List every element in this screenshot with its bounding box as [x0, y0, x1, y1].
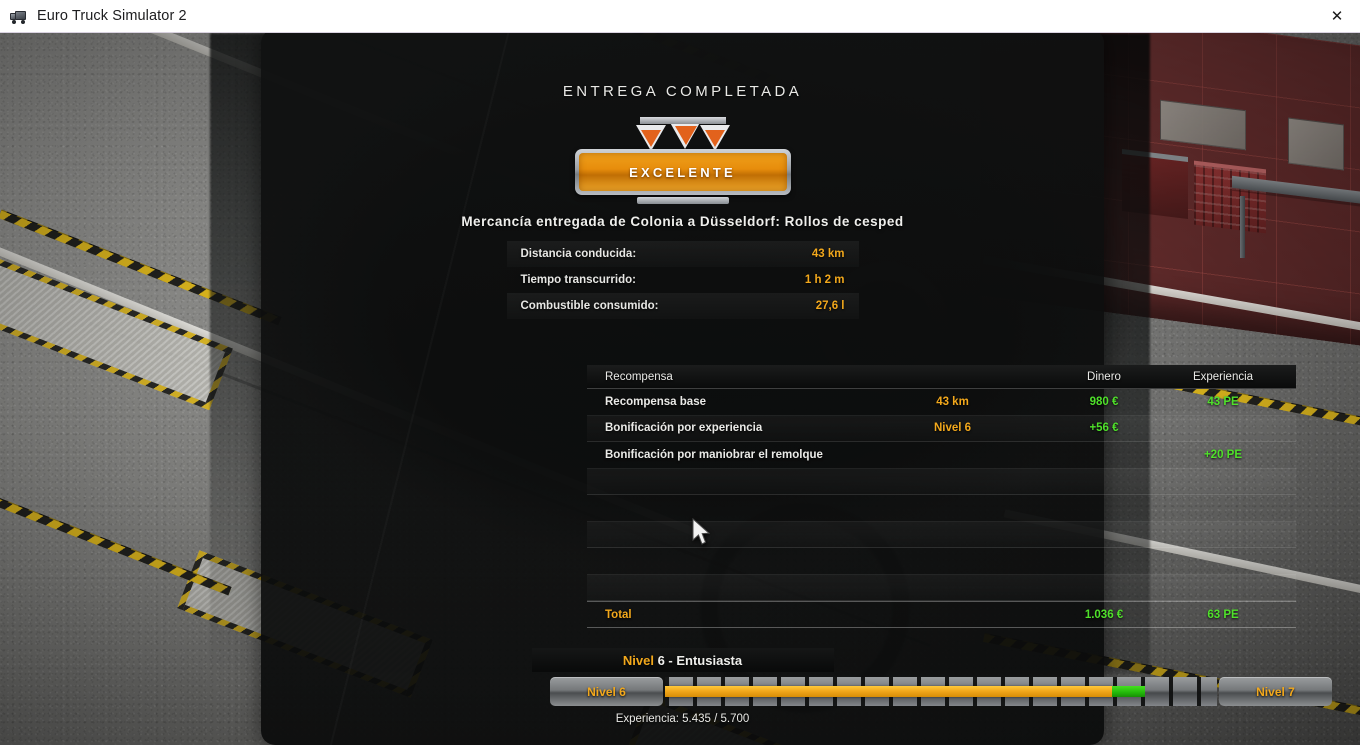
reward-name: Bonificación por maniobrar el remolque: [605, 448, 823, 461]
reward-xp: 43 PE: [1207, 395, 1239, 408]
three-triangle-medal-icon: [628, 117, 738, 151]
reward-name: Recompensa base: [605, 395, 706, 408]
reward-name: Bonificación por experiencia: [605, 422, 763, 435]
stat-row-distance: Distancia conducida: 43 km: [506, 241, 859, 267]
table-total-row: Total 1.036 € 63 PE: [587, 601, 1296, 628]
rating-badge-label: EXCELENTE: [629, 164, 736, 180]
column-header-experience: Experiencia: [1192, 370, 1254, 383]
table-row: Recompensa base 43 km 980 € 43 PE: [587, 389, 1296, 416]
reward-extra: 43 km: [936, 395, 969, 408]
column-header-reward: Recompensa: [605, 370, 673, 383]
stat-value: 1 h 2 m: [804, 274, 845, 286]
table-header-row: Recompensa Dinero Experiencia: [587, 365, 1296, 389]
stat-label: Combustible consumido:: [520, 300, 659, 312]
total-money: 1.036 €: [1084, 608, 1124, 621]
column-header-money: Dinero: [1087, 370, 1121, 383]
reward-money: +56 €: [1089, 422, 1119, 435]
experience-gain-segment: [1112, 686, 1146, 697]
table-row: Bonificación por experiencia Nivel 6 +56…: [587, 415, 1296, 442]
rating-badge: EXCELENTE: [574, 117, 791, 204]
reward-money: 980 €: [1089, 395, 1119, 408]
delivery-result-panel: ENTREGA COMPLETADA EXCELENTE Mercancía: [261, 33, 1332, 745]
level-next-cap: Nivel 7: [1219, 677, 1332, 706]
level-title-prefix: Nivel: [622, 652, 654, 668]
table-row: [587, 548, 1296, 575]
truck-icon: [10, 7, 28, 25]
stat-value: 43 km: [811, 248, 845, 260]
table-row: Bonificación por maniobrar el remolque +…: [587, 442, 1296, 469]
stat-label: Tiempo transcurrido:: [520, 274, 636, 286]
stat-row-time: Tiempo transcurrido: 1 h 2 m: [507, 267, 859, 293]
rewards-table: Recompensa Dinero Experiencia Recompensa…: [587, 365, 1296, 628]
experience-progress-bar: Nivel 6 Nivel 7: [550, 677, 1332, 706]
stat-value: 27,6 l: [815, 300, 845, 312]
table-row: [587, 495, 1296, 522]
level-title-plate: Nivel 6 - Entusiasta: [531, 648, 834, 672]
table-row: [587, 574, 1296, 601]
total-label: Total: [605, 608, 632, 621]
experience-track: [665, 677, 1217, 706]
reward-extra: Nivel 6: [933, 422, 972, 435]
experience-text: Experiencia: 5.435 / 5.700: [615, 713, 750, 725]
delivery-description: Mercancía entregada de Colonia a Düsseld…: [461, 214, 904, 229]
stat-label: Distancia conducida:: [520, 248, 637, 260]
close-icon[interactable]: ✕: [1330, 7, 1344, 25]
window-title: Euro Truck Simulator 2: [37, 8, 187, 24]
rating-badge-plate: EXCELENTE: [574, 149, 791, 195]
table-row: [587, 468, 1296, 495]
total-xp: 63 PE: [1207, 608, 1239, 621]
rating-badge-foot: [636, 197, 729, 204]
mouse-cursor: [692, 518, 711, 545]
level-title-rest: 6 - Entusiasta: [657, 652, 743, 668]
page-title: ENTREGA COMPLETADA: [562, 83, 803, 100]
table-row: [587, 521, 1296, 548]
trip-stats: Distancia conducida: 43 km Tiempo transc…: [506, 241, 859, 319]
game-viewport: ENTREGA COMPLETADA EXCELENTE Mercancía: [0, 33, 1360, 745]
background-workbench-leg: [1240, 196, 1245, 258]
level-current-cap: Nivel 6: [550, 677, 663, 706]
experience-fill: [665, 686, 1113, 697]
reward-xp: +20 PE: [1203, 448, 1243, 461]
stat-row-fuel: Combustible consumido: 27,6 l: [506, 293, 859, 319]
window-titlebar: Euro Truck Simulator 2 ✕: [0, 0, 1360, 33]
